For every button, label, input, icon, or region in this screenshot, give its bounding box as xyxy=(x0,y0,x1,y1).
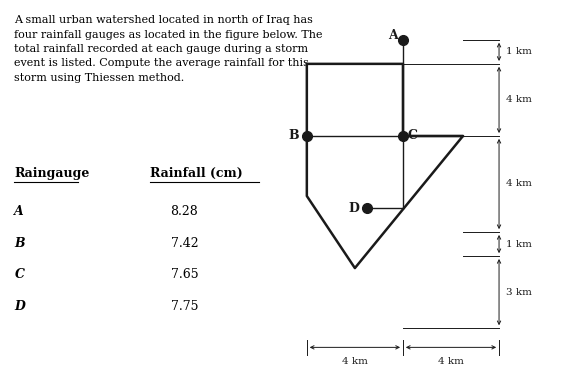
Text: D: D xyxy=(348,201,359,215)
Text: B: B xyxy=(289,130,299,142)
Text: Rainfall (cm): Rainfall (cm) xyxy=(150,167,242,180)
Text: 4 km: 4 km xyxy=(342,357,368,366)
Text: 7.42: 7.42 xyxy=(170,237,198,250)
Text: 3 km: 3 km xyxy=(506,288,532,297)
Text: 4 km: 4 km xyxy=(438,357,464,366)
Text: 7.75: 7.75 xyxy=(170,300,198,313)
Text: 4 km: 4 km xyxy=(506,179,532,188)
Text: 7.65: 7.65 xyxy=(170,268,198,281)
Text: B: B xyxy=(14,237,25,250)
Text: Raingauge: Raingauge xyxy=(14,167,90,180)
Text: C: C xyxy=(408,130,418,142)
Text: 8.28: 8.28 xyxy=(170,205,198,218)
Text: 1 km: 1 km xyxy=(506,239,532,249)
Text: C: C xyxy=(14,268,24,281)
Text: D: D xyxy=(14,300,25,313)
Text: A: A xyxy=(388,28,398,41)
Text: 4 km: 4 km xyxy=(506,95,532,104)
Text: A: A xyxy=(14,205,24,218)
Text: A small urban watershed located in north of Iraq has
four rainfall gauges as loc: A small urban watershed located in north… xyxy=(14,15,323,83)
Text: 1 km: 1 km xyxy=(506,48,532,56)
